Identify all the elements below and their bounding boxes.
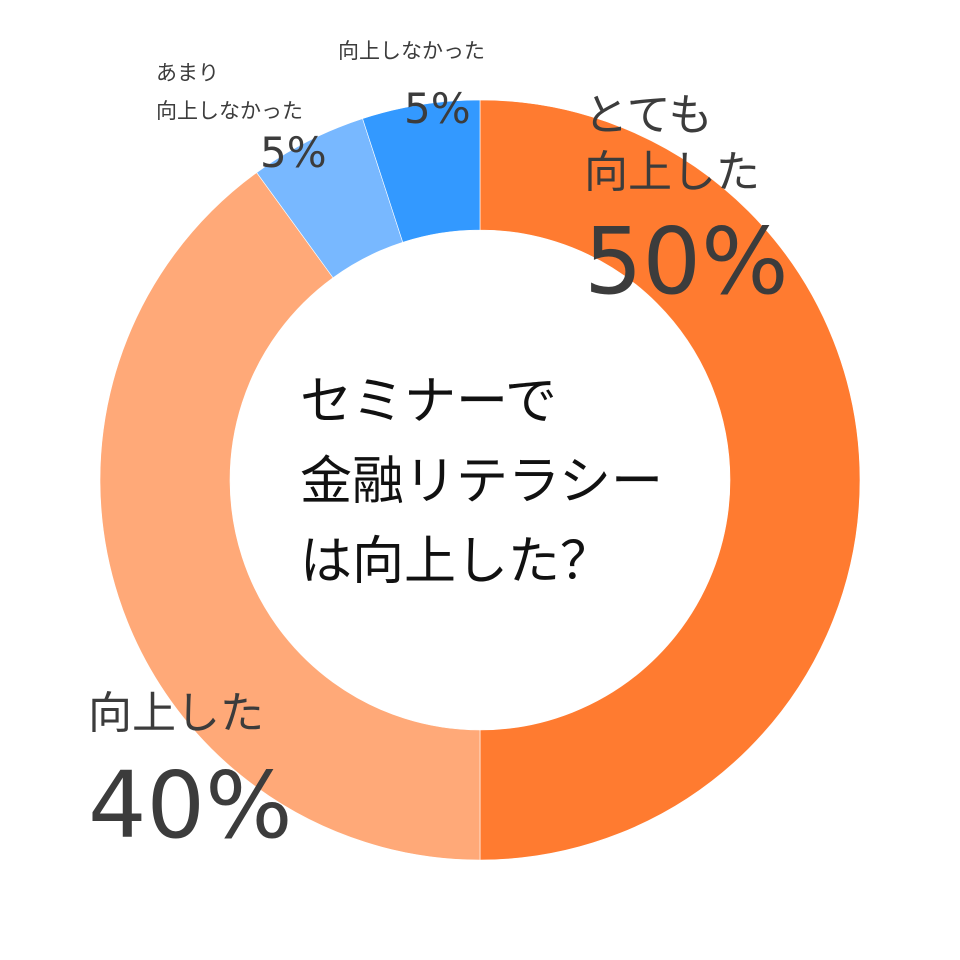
slice-label-not-much-improved: あまり 向上しなかった 5% [156, 60, 327, 176]
chart-title: セミナーで 金融リテラシー は向上した？ [300, 362, 740, 602]
slice-name-line: 向上しなかった [338, 39, 485, 63]
slice-name-line: 向上した [88, 688, 264, 739]
slice-label-not-improved: 向上しなかった 5% [338, 38, 485, 132]
slice-label-improved: 向上した 40% [88, 690, 292, 854]
chart-title-line-1: セミナーで [300, 372, 557, 432]
slice-name-line: あまり [156, 61, 219, 85]
slice-name-line: とても [584, 90, 713, 141]
slice-value-label: 40% [88, 752, 293, 859]
donut-slice-improved [99, 172, 481, 861]
chart-title-line-3: は向上した？ [300, 532, 613, 592]
slice-value-label: 50% [584, 208, 789, 315]
donut-slice-very-improved [479, 99, 861, 861]
slice-label-very-improved: とても 向上した 50% [584, 92, 788, 310]
chart-title-line-2: 金融リテラシー [300, 452, 663, 512]
slice-value-label: 5% [404, 84, 471, 133]
slice-name-line: 向上した [584, 147, 760, 198]
slice-value-label: 5% [260, 128, 327, 177]
donut-slice-not-improved [362, 99, 481, 243]
slice-name-line: 向上しなかった [156, 99, 303, 123]
